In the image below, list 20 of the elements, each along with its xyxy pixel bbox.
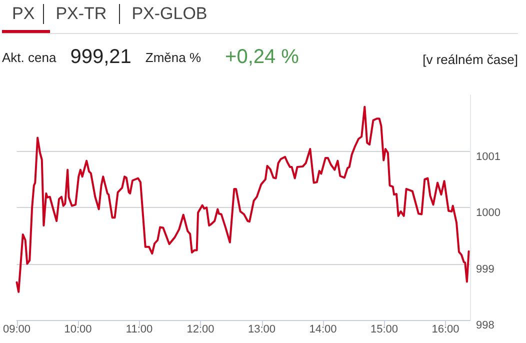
- text: 999,21: [70, 46, 132, 69]
- y-tick-label: 999: [476, 263, 494, 276]
- x-tick-label: 10:00: [64, 324, 92, 336]
- x-tick-label: 09:00: [3, 324, 31, 336]
- chart-title: PX: [11, 4, 36, 24]
- text: PX-TR: [54, 4, 108, 24]
- y-tick-label: 1001: [476, 150, 500, 163]
- y-tick-label: 1000: [476, 207, 500, 219]
- x-tick-label: 13:00: [248, 324, 276, 336]
- text: +0,24 %: [225, 46, 299, 69]
- x-tick-label: 11:00: [126, 324, 153, 336]
- x-tick-label: 14:00: [309, 324, 337, 336]
- text: Akt. cena: [2, 50, 56, 65]
- x-tick-label: 16:00: [432, 324, 460, 336]
- text: [v reálném čase]: [422, 52, 518, 67]
- x-tick-label: 12:00: [186, 324, 214, 336]
- text: PX-GLOB: [130, 4, 208, 24]
- x-tick-label: 15:00: [370, 324, 398, 336]
- text: Změna %: [145, 50, 202, 65]
- y-tick-label: 998: [476, 320, 494, 332]
